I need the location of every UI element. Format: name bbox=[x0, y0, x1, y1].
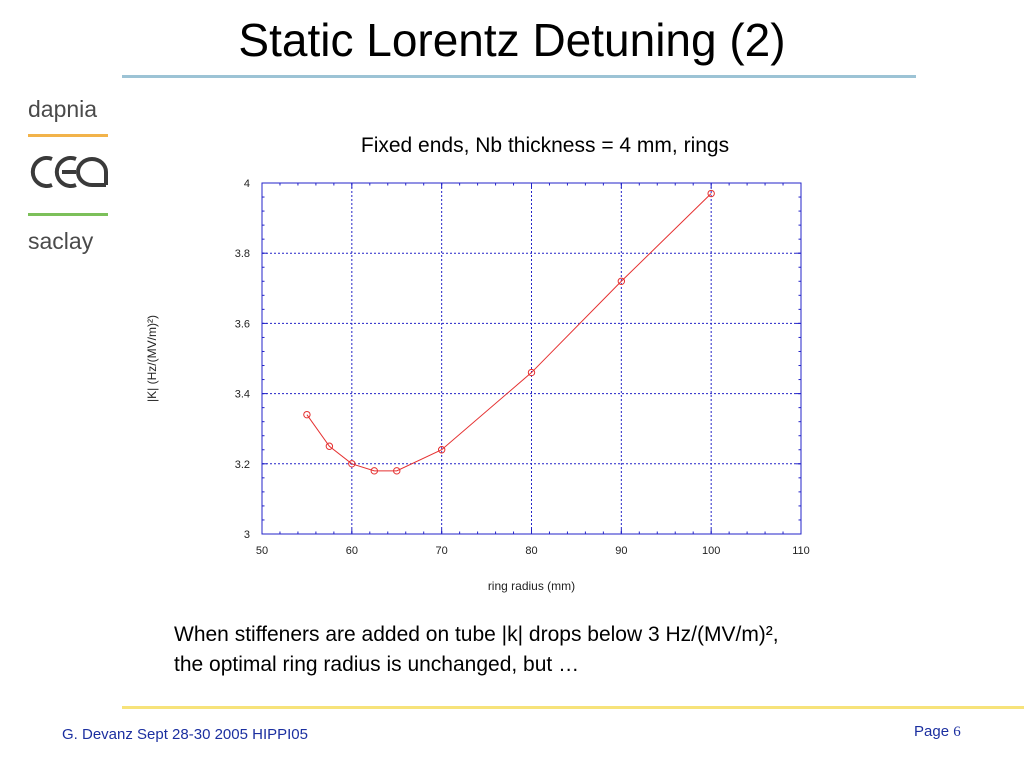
x-tick-label: 50 bbox=[256, 545, 268, 557]
y-tick-label: 4 bbox=[244, 178, 250, 190]
y-axis-ticks: 3 3.2 3.4 3.6 3.8 4 bbox=[235, 178, 801, 541]
data-point bbox=[393, 467, 401, 475]
x-tick-label: 70 bbox=[436, 545, 448, 557]
x-tick-label: 90 bbox=[615, 545, 627, 557]
data-point bbox=[303, 410, 311, 419]
chart-gridlines bbox=[262, 183, 801, 534]
page-number: 6 bbox=[953, 724, 961, 740]
chart-title: Fixed ends, Nb thickness = 4 mm, rings bbox=[360, 134, 730, 157]
x-tick-label: 60 bbox=[346, 545, 358, 557]
y-tick-label: 3.2 bbox=[235, 459, 250, 471]
page-indicator: Page 6 bbox=[914, 723, 961, 741]
x-axis-ticks: 50 60 70 80 90 100 110 bbox=[256, 183, 810, 557]
x-tick-label: 110 bbox=[792, 545, 810, 557]
data-point bbox=[617, 277, 626, 285]
logo-green-bar bbox=[28, 213, 108, 216]
y-tick-label: 3.8 bbox=[235, 248, 250, 260]
data-point bbox=[437, 446, 446, 454]
y-tick-label: 3 bbox=[244, 529, 250, 541]
data-point bbox=[707, 189, 715, 198]
logo-saclay-text: saclay bbox=[28, 228, 94, 254]
title-divider bbox=[122, 75, 916, 78]
chart-series bbox=[303, 189, 715, 475]
page-label: Page bbox=[914, 723, 950, 740]
footer-divider bbox=[122, 706, 1024, 709]
data-point bbox=[370, 467, 378, 475]
x-axis-label: ring radius (mm) bbox=[488, 579, 575, 593]
y-axis-label: |K| (Hz/(MV/m)²) bbox=[145, 315, 159, 402]
x-tick-label: 80 bbox=[525, 545, 537, 557]
y-tick-label: 3.4 bbox=[235, 389, 250, 401]
series-line bbox=[306, 193, 712, 472]
line-chart: 50 60 70 80 90 100 110 3 3.2 3.4 3.6 3.8 4 ring rad… bbox=[145, 178, 810, 593]
slide-title: Static Lorentz Detuning (2) bbox=[238, 14, 786, 66]
note-line: the optimal ring radius is unchanged, bu… bbox=[174, 653, 580, 676]
y-tick-label: 3.6 bbox=[235, 318, 250, 330]
note-line: When stiffeners are added on tube |k| dr… bbox=[174, 623, 779, 646]
data-point bbox=[527, 368, 536, 377]
data-point bbox=[348, 460, 356, 468]
footer-author: G. Devanz Sept 28-30 2005 HIPPI05 bbox=[62, 726, 308, 743]
logo-orange-bar bbox=[28, 134, 108, 137]
slide-note: When stiffeners are added on tube |k| dr… bbox=[174, 620, 954, 680]
data-point bbox=[325, 442, 334, 450]
logo-dapnia-text: dapnia bbox=[28, 96, 98, 122]
x-tick-label: 100 bbox=[702, 545, 720, 557]
dapnia-cea-saclay-logo: dapnia saclay bbox=[28, 96, 110, 256]
cea-logo-mark bbox=[30, 156, 108, 188]
